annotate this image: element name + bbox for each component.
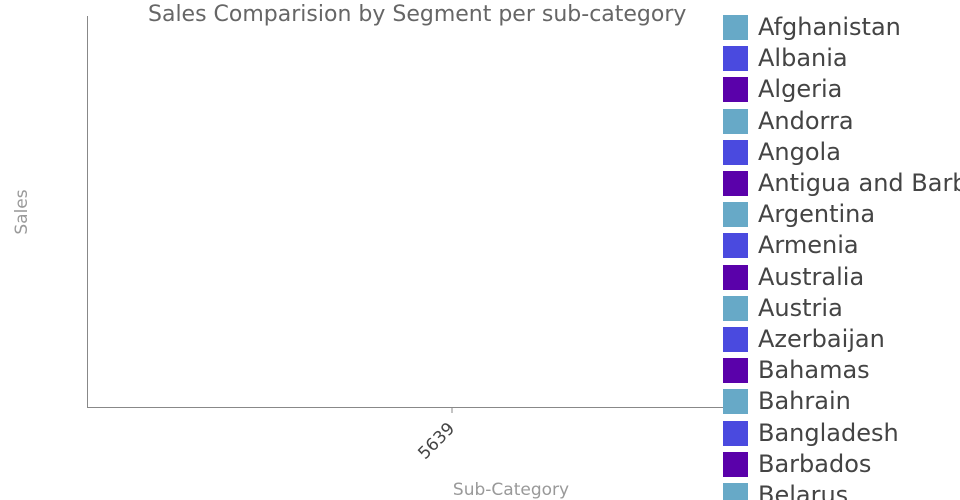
- legend-swatch: [723, 202, 748, 228]
- legend-item[interactable]: Bahamas: [722, 355, 960, 386]
- legend: Afghanistan Albania Algeria Andorra Angola An…: [722, 12, 960, 500]
- legend-item[interactable]: Albania: [722, 43, 960, 74]
- legend-item[interactable]: Antigua and Barbuda: [722, 168, 960, 199]
- legend-item[interactable]: Australia: [722, 262, 960, 293]
- legend-item[interactable]: Andorra: [722, 106, 960, 137]
- legend-item[interactable]: Belarus: [722, 480, 960, 500]
- legend-swatch: [723, 295, 748, 321]
- legend-label: Algeria: [758, 75, 843, 104]
- legend-label: Antigua and Barbuda: [758, 169, 960, 197]
- legend-swatch: [723, 358, 748, 384]
- legend-label: Austria: [758, 293, 843, 322]
- legend-item[interactable]: Bangladesh: [722, 418, 960, 449]
- legend-swatch: [723, 389, 748, 415]
- legend-swatch: [723, 108, 748, 134]
- legend-label: Azerbaijan: [758, 325, 885, 353]
- legend-item[interactable]: Argentina: [722, 199, 960, 230]
- legend-swatch: [723, 451, 748, 477]
- legend-item[interactable]: Algeria: [722, 74, 960, 105]
- legend-swatch: [723, 420, 748, 446]
- y-axis-label: Sales: [12, 189, 32, 235]
- x-axis-label: Sub-Category: [452, 480, 570, 500]
- legend-item[interactable]: Austria: [722, 293, 960, 324]
- legend-swatch: [723, 171, 748, 196]
- legend-label: Barbados: [758, 449, 872, 478]
- legend-label: Bahamas: [758, 356, 870, 385]
- legend-label: Angola: [758, 137, 841, 166]
- legend-label: Andorra: [758, 106, 854, 135]
- legend-label: Bahrain: [758, 387, 851, 416]
- legend-label: Albania: [758, 44, 848, 73]
- legend-item[interactable]: Bahrain: [722, 386, 960, 417]
- legend-item[interactable]: Barbados: [722, 449, 960, 480]
- legend-label: Bangladesh: [758, 418, 899, 447]
- legend-label: Australia: [758, 262, 865, 291]
- chart-title: Sales Comparision by Segment per sub-cat…: [148, 2, 687, 27]
- legend-swatch: [723, 77, 748, 103]
- legend-swatch: [723, 327, 748, 352]
- legend-label: Afghanistan: [758, 13, 901, 41]
- legend-swatch: [723, 139, 748, 165]
- legend-swatch: [723, 46, 748, 72]
- legend-swatch: [723, 233, 748, 259]
- legend-item[interactable]: Afghanistan: [722, 12, 960, 43]
- legend-item[interactable]: Armenia: [722, 230, 960, 261]
- legend-swatch: [723, 15, 748, 40]
- legend-item[interactable]: Azerbaijan: [722, 324, 960, 355]
- legend-item[interactable]: Angola: [722, 137, 960, 168]
- legend-swatch: [723, 264, 748, 290]
- legend-label: Armenia: [758, 231, 859, 260]
- legend-label: Belarus: [758, 481, 849, 500]
- legend-label: Argentina: [758, 200, 876, 229]
- legend-swatch: [723, 483, 748, 500]
